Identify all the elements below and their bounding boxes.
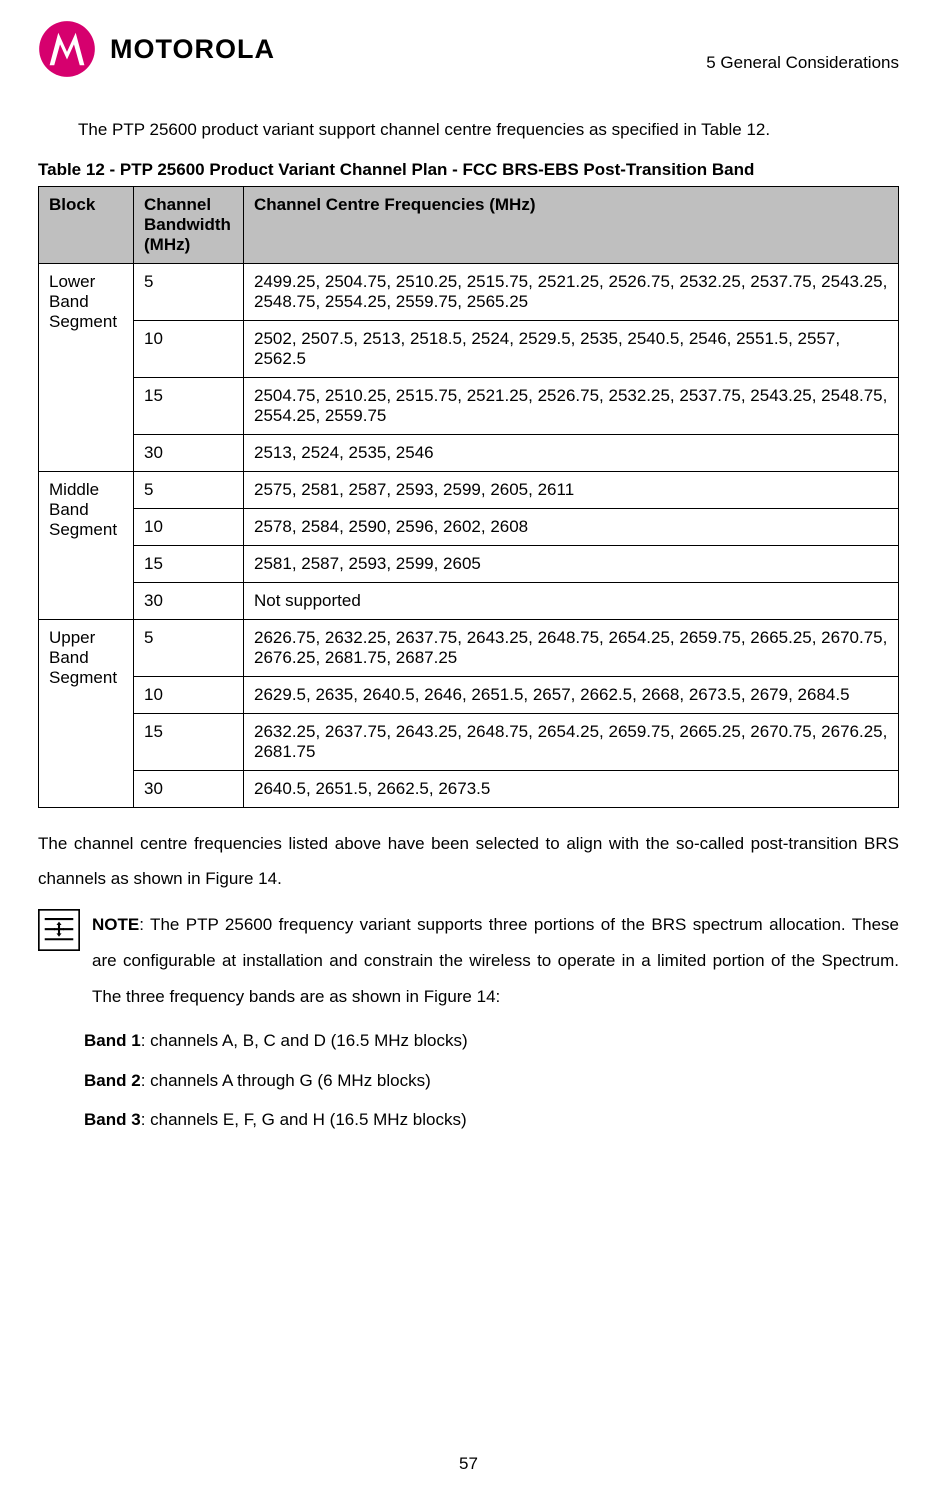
cell-bandwidth: 15 xyxy=(134,377,244,434)
table-row: 102629.5, 2635, 2640.5, 2646, 2651.5, 26… xyxy=(39,676,899,713)
cell-bandwidth: 5 xyxy=(134,263,244,320)
table-row: 152581, 2587, 2593, 2599, 2605 xyxy=(39,545,899,582)
cell-frequencies: 2626.75, 2632.25, 2637.75, 2643.25, 2648… xyxy=(244,619,899,676)
cell-frequencies: 2581, 2587, 2593, 2599, 2605 xyxy=(244,545,899,582)
motorola-logo-icon xyxy=(38,20,96,78)
cell-frequencies: 2499.25, 2504.75, 2510.25, 2515.75, 2521… xyxy=(244,263,899,320)
table-row: 152632.25, 2637.75, 2643.25, 2648.75, 26… xyxy=(39,713,899,770)
cell-block: Middle Band Segment xyxy=(39,471,134,619)
below-table-paragraph: The channel centre frequencies listed ab… xyxy=(38,826,899,897)
table-row: 102502, 2507.5, 2513, 2518.5, 2524, 2529… xyxy=(39,320,899,377)
cell-frequencies: 2640.5, 2651.5, 2662.5, 2673.5 xyxy=(244,770,899,807)
note-label: NOTE xyxy=(92,915,139,934)
cell-frequencies: 2513, 2524, 2535, 2546 xyxy=(244,434,899,471)
cell-frequencies: 2578, 2584, 2590, 2596, 2602, 2608 xyxy=(244,508,899,545)
cell-frequencies: 2504.75, 2510.25, 2515.75, 2521.25, 2526… xyxy=(244,377,899,434)
cell-bandwidth: 10 xyxy=(134,508,244,545)
band-3-line: Band 3: channels E, F, G and H (16.5 MHz… xyxy=(84,1107,899,1133)
intro-paragraph: The PTP 25600 product variant support ch… xyxy=(78,118,899,142)
note-text: NOTE: The PTP 25600 frequency variant su… xyxy=(92,907,899,1014)
band-1-text: : channels A, B, C and D (16.5 MHz block… xyxy=(141,1031,468,1050)
header-freqs: Channel Centre Frequencies (MHz) xyxy=(244,186,899,263)
cell-bandwidth: 10 xyxy=(134,320,244,377)
band-1-line: Band 1: channels A, B, C and D (16.5 MHz… xyxy=(84,1028,899,1054)
cell-bandwidth: 5 xyxy=(134,471,244,508)
table-body: Lower Band Segment52499.25, 2504.75, 251… xyxy=(39,263,899,807)
table-row: Upper Band Segment52626.75, 2632.25, 263… xyxy=(39,619,899,676)
page-header: MOTOROLA 5 General Considerations xyxy=(38,20,899,78)
table-row: 152504.75, 2510.25, 2515.75, 2521.25, 25… xyxy=(39,377,899,434)
cell-block: Upper Band Segment xyxy=(39,619,134,807)
cell-frequencies: 2502, 2507.5, 2513, 2518.5, 2524, 2529.5… xyxy=(244,320,899,377)
band-3-text: : channels E, F, G and H (16.5 MHz block… xyxy=(141,1110,467,1129)
logo-group: MOTOROLA xyxy=(38,20,275,78)
table-header-row: Block Channel Bandwidth (MHz) Channel Ce… xyxy=(39,186,899,263)
band-2-label: Band 2 xyxy=(84,1071,141,1090)
cell-bandwidth: 15 xyxy=(134,713,244,770)
cell-bandwidth: 30 xyxy=(134,770,244,807)
cell-bandwidth: 30 xyxy=(134,434,244,471)
band-2-text: : channels A through G (6 MHz blocks) xyxy=(141,1071,431,1090)
table-row: 302513, 2524, 2535, 2546 xyxy=(39,434,899,471)
cell-bandwidth: 30 xyxy=(134,582,244,619)
section-title: 5 General Considerations xyxy=(706,53,899,73)
band-1-label: Band 1 xyxy=(84,1031,141,1050)
cell-bandwidth: 10 xyxy=(134,676,244,713)
band-2-line: Band 2: channels A through G (6 MHz bloc… xyxy=(84,1068,899,1094)
cell-bandwidth: 5 xyxy=(134,619,244,676)
note-body: : The PTP 25600 frequency variant suppor… xyxy=(92,915,899,1005)
table-row: 102578, 2584, 2590, 2596, 2602, 2608 xyxy=(39,508,899,545)
cell-bandwidth: 15 xyxy=(134,545,244,582)
cell-frequencies: 2632.25, 2637.75, 2643.25, 2648.75, 2654… xyxy=(244,713,899,770)
note-icon xyxy=(38,909,80,951)
page-number: 57 xyxy=(459,1454,478,1474)
table-caption: Table 12 - PTP 25600 Product Variant Cha… xyxy=(38,160,899,180)
channel-plan-table: Block Channel Bandwidth (MHz) Channel Ce… xyxy=(38,186,899,808)
table-row: Middle Band Segment52575, 2581, 2587, 25… xyxy=(39,471,899,508)
cell-frequencies: Not supported xyxy=(244,582,899,619)
band-3-label: Band 3 xyxy=(84,1110,141,1129)
cell-block: Lower Band Segment xyxy=(39,263,134,471)
header-block: Block xyxy=(39,186,134,263)
note-block: NOTE: The PTP 25600 frequency variant su… xyxy=(38,907,899,1014)
brand-name: MOTOROLA xyxy=(110,34,275,65)
table-row: 302640.5, 2651.5, 2662.5, 2673.5 xyxy=(39,770,899,807)
table-row: Lower Band Segment52499.25, 2504.75, 251… xyxy=(39,263,899,320)
header-bandwidth: Channel Bandwidth (MHz) xyxy=(134,186,244,263)
cell-frequencies: 2629.5, 2635, 2640.5, 2646, 2651.5, 2657… xyxy=(244,676,899,713)
table-row: 30Not supported xyxy=(39,582,899,619)
cell-frequencies: 2575, 2581, 2587, 2593, 2599, 2605, 2611 xyxy=(244,471,899,508)
